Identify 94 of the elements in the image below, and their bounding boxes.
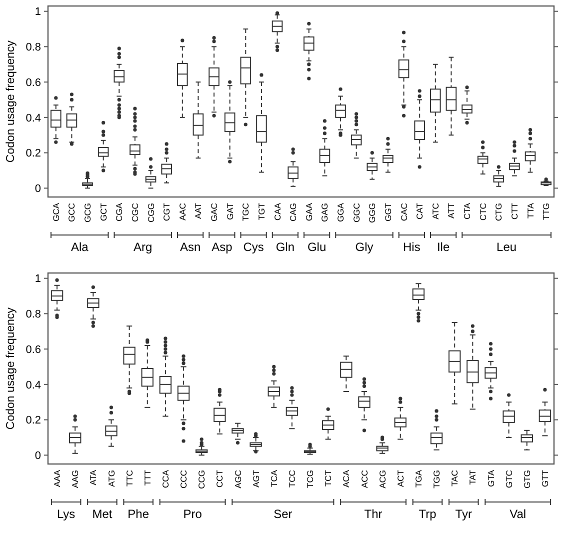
x-tick-label: GGC [351, 203, 362, 222]
x-tick-label: CAT [414, 203, 425, 220]
x-tick-label: ATA [88, 470, 98, 486]
text: Ser [274, 507, 292, 521]
x-tick-label: TCT [323, 470, 334, 487]
x-tick-label: CCA [160, 470, 170, 488]
y-tick-label: 0 [34, 183, 41, 196]
x-tick-label: ACT [395, 470, 406, 487]
x-tick-label: GAC [209, 203, 220, 222]
x-tick-label: TGT [256, 203, 266, 220]
text: Asp [212, 240, 233, 254]
x-tick-label: GTG [522, 470, 532, 488]
x-tick-label: CTG [494, 203, 504, 221]
x-tick-label: TTC [124, 470, 134, 487]
x-tick-label: GAA [304, 202, 314, 221]
y-tick-label: 0.8 [26, 308, 41, 321]
x-tick-label: GGA [336, 202, 346, 222]
x-tick-label: AAA [52, 470, 62, 488]
x-tick-label: ATT [446, 203, 456, 218]
x-tick-label: GCC [66, 203, 77, 222]
text: Phe [128, 507, 150, 521]
x-tick-label: TGG [432, 470, 442, 488]
y-tick-label: 0.4 [26, 379, 41, 392]
text: Gly [355, 240, 374, 254]
x-tick-label: AGC [232, 470, 243, 488]
x-tick-label: CAG [288, 203, 298, 222]
x-tick-label: CCG [196, 470, 207, 489]
text: Ala [70, 240, 89, 254]
x-tick-label: TCG [305, 470, 316, 488]
x-tick-label: TTA [525, 202, 536, 218]
x-tick-label: AGT [250, 470, 261, 488]
x-tick-label: TGA [413, 470, 424, 488]
x-tick-label: GTA [486, 470, 496, 487]
x-tick-label: CGT [162, 203, 172, 221]
y-tick-label: 0.6 [26, 344, 41, 356]
x-tick-label: CAC [398, 203, 409, 221]
x-tick-label: AAC [177, 203, 188, 220]
text: Lys [56, 507, 76, 521]
text: Met [92, 507, 113, 521]
x-tick-label: TTT [142, 470, 152, 486]
x-tick-label: CTA [462, 202, 472, 220]
x-tick-label: CGG [146, 203, 156, 222]
y-tick-label: 0.2 [26, 148, 41, 160]
x-tick-label: ATG [106, 470, 116, 487]
text: Glu [307, 240, 326, 254]
x-tick-label: GCA [50, 202, 61, 222]
x-tick-label: TCC [286, 470, 297, 488]
text: Pro [183, 507, 202, 521]
x-tick-label: AAG [70, 470, 80, 488]
text: His [403, 240, 420, 254]
x-tick-label: AAT [193, 203, 204, 219]
text: Ile [436, 240, 450, 254]
x-tick-label: ACC [359, 470, 370, 488]
y-tick-label: 1 [34, 273, 41, 286]
x-tick-label: TGC [240, 203, 251, 221]
x-tick-label: GCG [82, 203, 93, 222]
x-tick-label: CGC [130, 203, 140, 222]
x-tick-label: GGG [367, 203, 378, 223]
y-tick-label: 0 [34, 450, 41, 462]
text: Val [510, 507, 526, 521]
y-tick-label: 0.8 [26, 42, 41, 54]
y-tick-label: 0.6 [26, 76, 41, 89]
x-tick-label: GAT [224, 203, 235, 220]
x-tick-label: GTC [504, 470, 514, 488]
x-tick-label: TTG [541, 203, 552, 220]
x-tick-label: ATC [430, 203, 440, 220]
text: Thr [364, 507, 382, 521]
y-tick-label: 0.4 [26, 112, 41, 124]
y-axis-title: Codon usage frequency [5, 40, 17, 163]
x-tick-label: CGA [114, 202, 124, 222]
text: Trp [418, 507, 437, 521]
text: Gln [276, 240, 295, 254]
x-tick-label: CCT [214, 470, 225, 488]
x-tick-label: ACG [377, 470, 388, 488]
x-tick-label: GGT [382, 203, 393, 222]
x-tick-label: CAA [272, 202, 282, 220]
x-tick-label: CCC [178, 470, 189, 488]
x-tick-label: CTC [478, 203, 488, 220]
x-tick-label: TAC [450, 470, 460, 486]
text: Asn [180, 240, 201, 254]
x-tick-label: ACA [341, 470, 352, 488]
x-tick-label: TAT [468, 470, 478, 485]
text: Arg [134, 240, 152, 254]
x-tick-label: TCA [268, 470, 279, 487]
y-tick-label: 1 [34, 6, 41, 18]
x-tick-label: CTT [509, 203, 520, 220]
x-tick-label: GCT [98, 203, 108, 221]
y-axis-title: Codon usage frequency [5, 307, 17, 430]
x-tick-label: GAG [320, 203, 330, 222]
text: Leu [496, 240, 517, 254]
text: Tyr [455, 507, 472, 521]
text: Cys [243, 240, 264, 254]
y-tick-label: 0.2 [26, 414, 41, 427]
x-tick-label: GTT [540, 470, 550, 487]
